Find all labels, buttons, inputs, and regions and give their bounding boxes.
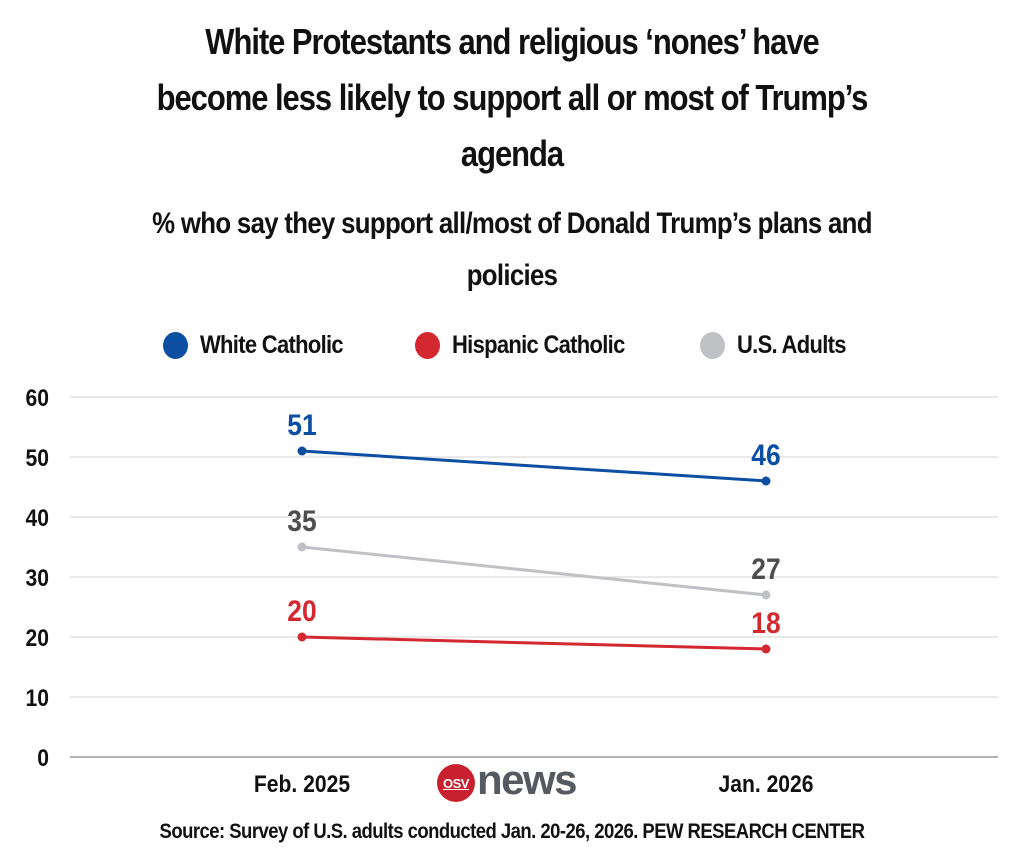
- series-lines: [297, 446, 771, 654]
- chart-title: White Protestants and religious ‘nones’ …: [156, 21, 869, 174]
- y-tick-label: 30: [26, 565, 49, 592]
- data-point-white-catholic: [761, 476, 771, 486]
- osv-news-logo: OSV news: [437, 756, 578, 803]
- legend-label: U.S. Adults: [736, 330, 846, 359]
- data-label-hispanic-catholic: 20: [287, 593, 316, 627]
- legend-swatch-hispanic-catholic: [414, 331, 440, 359]
- series-line-u-s-adults: [301, 545, 767, 597]
- x-axis-ticks: Feb. 2025 Jan. 2026: [254, 771, 814, 798]
- data-label-white-catholic: 46: [751, 437, 780, 471]
- legend-item-white-catholic[interactable]: White Catholic: [163, 331, 362, 360]
- chart-subtitle: % who say they support all/most of Donal…: [152, 207, 872, 292]
- data-point-hispanic-catholic: [297, 632, 307, 642]
- data-point-hispanic-catholic: [761, 644, 771, 654]
- logo-wordmark: news: [477, 756, 578, 803]
- data-label-hispanic-catholic: 18: [751, 605, 780, 639]
- y-tick-label: 40: [26, 505, 49, 532]
- data-point-white-catholic: [297, 446, 307, 456]
- series-line-hispanic-catholic: [301, 635, 767, 651]
- data-point-u-s-adults: [297, 542, 307, 552]
- x-tick-label: Jan. 2026: [718, 771, 813, 798]
- data-label-u-s-adults: 27: [751, 551, 780, 585]
- y-tick-label: 20: [26, 625, 49, 652]
- legend-label: White Catholic: [200, 330, 344, 359]
- y-tick-label: 10: [26, 685, 49, 712]
- data-labels: 51 46 35 27 20 18: [287, 407, 780, 639]
- legend-item-us-adults[interactable]: U.S. Adults: [699, 330, 861, 360]
- legend-swatch-white-catholic: [163, 331, 189, 359]
- gridlines: [70, 396, 998, 758]
- series-line-white-catholic: [301, 449, 767, 483]
- legend-label: Hispanic Catholic: [451, 330, 625, 359]
- data-label-u-s-adults: 35: [287, 503, 316, 537]
- legend-item-hispanic-catholic[interactable]: Hispanic Catholic: [414, 330, 648, 360]
- x-tick-label: Feb. 2025: [254, 771, 350, 798]
- osv-badge-icon: OSV: [437, 764, 475, 802]
- y-tick-label: 0: [37, 745, 49, 772]
- legend-swatch-us-adults: [699, 331, 725, 359]
- data-point-u-s-adults: [761, 590, 771, 600]
- y-axis-ticks: 0 10 20 30 40 50 60: [26, 385, 49, 772]
- y-tick-label: 60: [26, 385, 49, 412]
- legend: White Catholic Hispanic Catholic U.S. Ad…: [0, 328, 1024, 362]
- source-note: Source: Survey of U.S. adults conducted …: [159, 820, 865, 843]
- data-label-white-catholic: 51: [287, 407, 316, 441]
- y-tick-label: 50: [26, 445, 49, 472]
